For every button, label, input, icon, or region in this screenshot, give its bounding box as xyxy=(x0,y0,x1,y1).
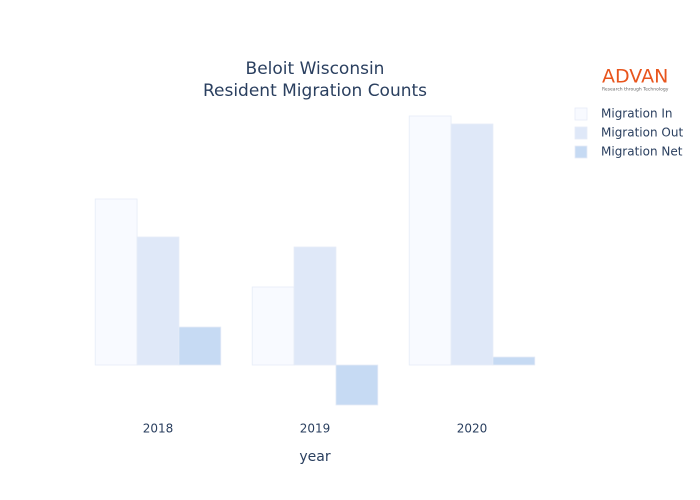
bar xyxy=(335,364,379,406)
x-tick-label: 2020 xyxy=(457,422,488,436)
legend-label: Migration In xyxy=(601,107,673,121)
bar xyxy=(94,198,138,366)
bar xyxy=(178,326,222,366)
bar xyxy=(136,236,180,366)
bar xyxy=(450,123,494,366)
legend-swatch xyxy=(574,145,588,159)
logo-tagline: Research through Technology xyxy=(602,87,669,93)
legend-label: Migration Net xyxy=(601,145,683,159)
bar xyxy=(492,356,536,366)
legend-label: Migration Out xyxy=(601,126,683,140)
logo: ADVAN xyxy=(602,66,668,88)
chart-title: Resident Migration Counts xyxy=(203,81,427,101)
chart-title: Beloit Wisconsin xyxy=(246,59,385,79)
bar xyxy=(251,286,295,366)
bar xyxy=(293,246,337,366)
x-axis-label: year xyxy=(299,449,330,465)
bar xyxy=(408,115,452,366)
legend-swatch xyxy=(574,126,588,140)
legend-swatch xyxy=(574,107,588,121)
x-tick-label: 2019 xyxy=(300,422,331,436)
x-tick-label: 2018 xyxy=(143,422,174,436)
